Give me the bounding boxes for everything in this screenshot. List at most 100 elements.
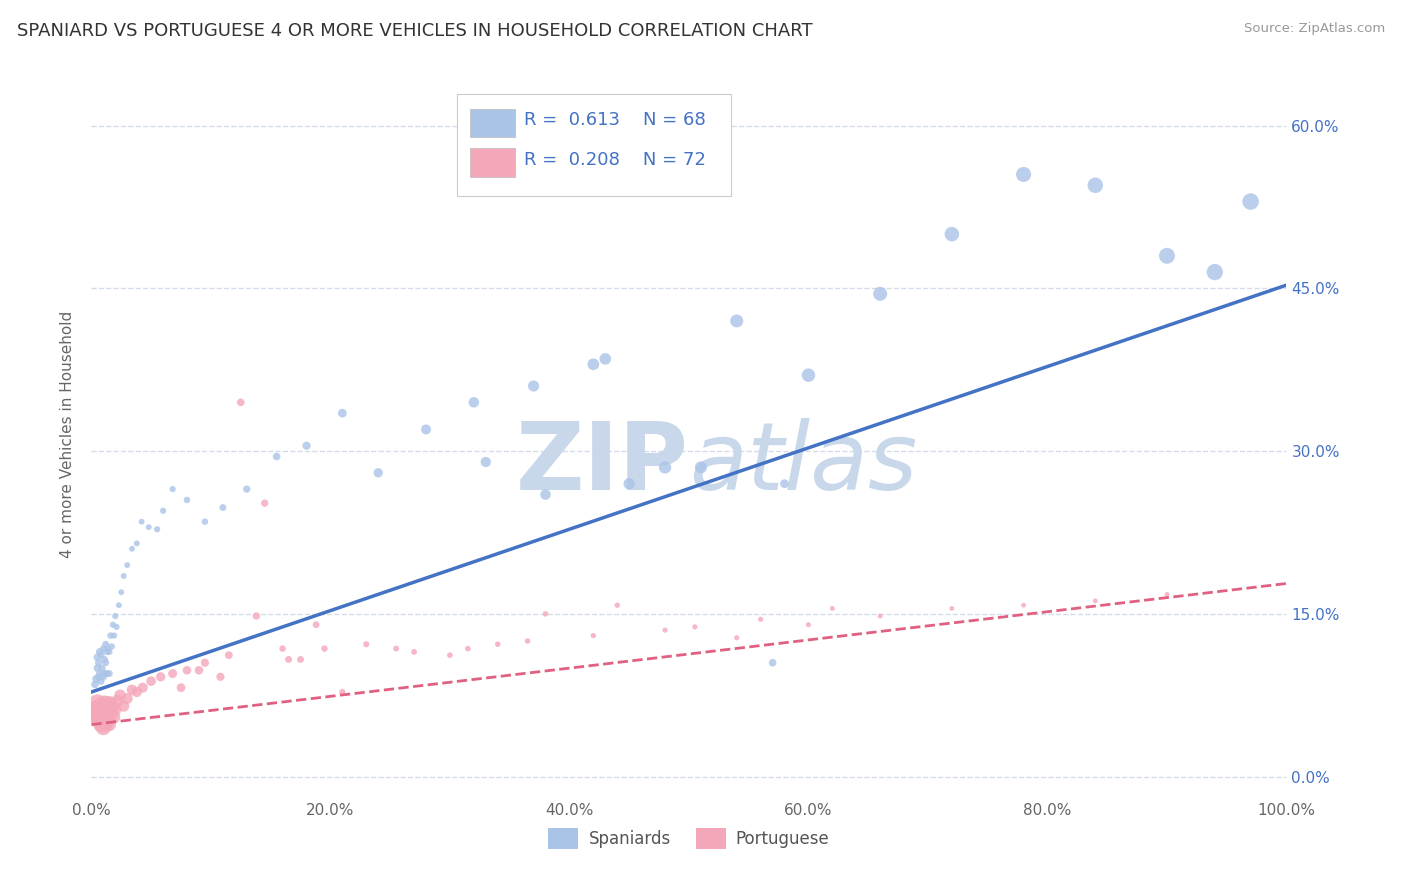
Point (619, 476, 641, 491)
Point (98, 702, 121, 716)
Point (354, 637, 377, 651)
Point (89, 645, 111, 659)
Point (162, 482, 184, 496)
Point (93, 702, 114, 716)
Point (176, 663, 198, 677)
Point (104, 702, 127, 716)
Point (97, 713, 120, 727)
Point (1156, 249, 1178, 263)
Point (474, 455, 498, 469)
Point (314, 641, 336, 656)
Point (87, 706, 110, 721)
Point (149, 670, 172, 684)
Point (1012, 168, 1035, 182)
Y-axis label: 4 or more Vehicles in Household: 4 or more Vehicles in Household (60, 311, 76, 558)
Point (606, 598, 628, 612)
Point (96, 706, 118, 721)
Legend: Spaniards, Portuguese: Spaniards, Portuguese (541, 822, 837, 855)
Point (271, 641, 294, 656)
Point (654, 460, 676, 475)
Point (101, 617, 124, 632)
Point (108, 688, 131, 702)
Point (87, 670, 110, 684)
Point (211, 500, 233, 515)
Point (94, 637, 117, 651)
Text: atlas: atlas (689, 418, 917, 509)
Point (170, 681, 193, 695)
Point (141, 674, 162, 689)
Point (100, 706, 122, 721)
Point (93, 696, 115, 710)
Point (941, 601, 963, 615)
Point (486, 637, 509, 651)
Point (103, 629, 125, 643)
Point (115, 558, 138, 572)
Point (138, 520, 160, 534)
Point (93, 710, 115, 724)
Point (404, 645, 426, 659)
Point (93, 641, 114, 656)
Point (367, 466, 389, 480)
Point (94, 717, 117, 731)
Point (582, 629, 605, 643)
Point (104, 609, 127, 624)
Point (869, 286, 891, 301)
Point (162, 666, 184, 681)
Point (277, 652, 299, 666)
Point (534, 607, 557, 621)
Point (516, 634, 538, 648)
Point (121, 541, 143, 556)
Point (105, 620, 128, 634)
Point (132, 681, 155, 695)
Point (582, 357, 605, 371)
Point (98, 645, 121, 659)
Point (84, 672, 107, 686)
Point (103, 710, 125, 724)
Point (332, 406, 354, 420)
Text: ZIP: ZIP (516, 418, 689, 510)
Point (84, 677, 107, 691)
Point (593, 351, 616, 366)
Point (93, 670, 114, 684)
Point (725, 631, 748, 645)
Point (125, 536, 148, 550)
Point (112, 569, 135, 583)
Point (439, 648, 461, 662)
Point (115, 691, 138, 706)
Point (229, 395, 252, 409)
Text: R =  0.613    N = 68: R = 0.613 N = 68 (524, 112, 706, 129)
Point (869, 609, 891, 624)
Point (654, 623, 676, 637)
Point (194, 515, 217, 529)
Point (176, 492, 198, 507)
Point (90, 674, 112, 689)
Point (761, 656, 783, 670)
Point (112, 699, 135, 714)
Point (93, 666, 115, 681)
Point (93, 652, 115, 666)
Point (146, 522, 169, 536)
Point (305, 617, 328, 632)
Point (218, 648, 240, 662)
Point (941, 227, 963, 241)
Point (84, 706, 107, 721)
Point (121, 682, 143, 697)
Point (96, 666, 118, 681)
Text: R =  0.208    N = 72: R = 0.208 N = 72 (524, 151, 706, 169)
Point (235, 482, 259, 496)
Point (773, 476, 796, 491)
Point (131, 515, 153, 529)
Point (385, 641, 408, 656)
Point (108, 598, 131, 612)
Point (86, 696, 108, 710)
Point (1084, 178, 1107, 193)
Point (86, 650, 108, 665)
Point (100, 696, 122, 710)
Point (1084, 594, 1107, 608)
Point (101, 699, 124, 714)
Point (110, 585, 132, 599)
Point (821, 601, 844, 615)
Point (209, 670, 232, 684)
Point (91, 661, 114, 675)
Point (89, 713, 111, 727)
